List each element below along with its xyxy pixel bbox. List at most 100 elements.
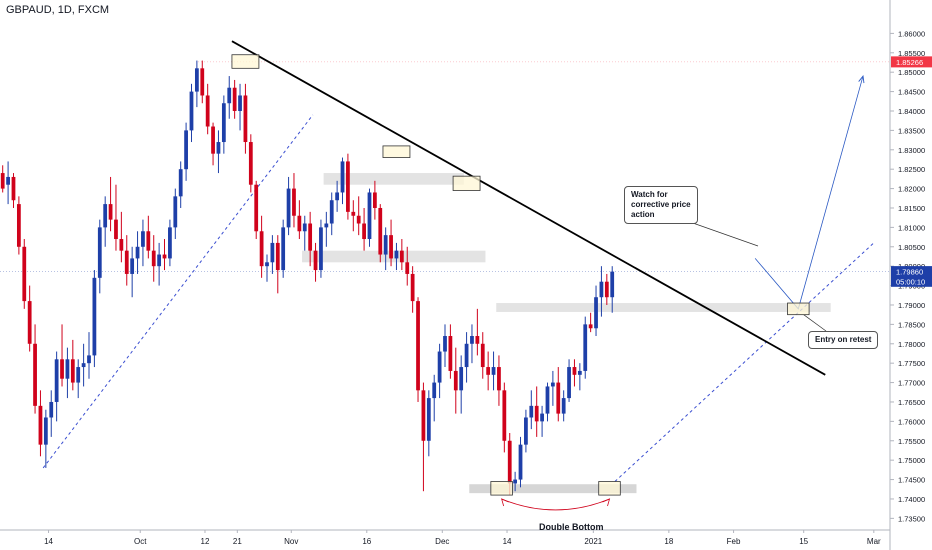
candle[interactable] bbox=[87, 332, 91, 379]
candle[interactable] bbox=[313, 242, 318, 282]
candle[interactable] bbox=[119, 211, 124, 263]
candle[interactable] bbox=[577, 363, 582, 391]
candle[interactable] bbox=[453, 347, 458, 414]
candle[interactable] bbox=[502, 382, 507, 453]
highlight-box[interactable] bbox=[598, 481, 621, 496]
candle[interactable] bbox=[135, 231, 140, 274]
candle[interactable] bbox=[556, 367, 561, 422]
candle[interactable] bbox=[340, 157, 345, 205]
candle[interactable] bbox=[11, 173, 16, 208]
highlight-box[interactable] bbox=[382, 145, 411, 158]
candle[interactable] bbox=[124, 235, 129, 286]
candle[interactable] bbox=[416, 297, 420, 402]
candle[interactable] bbox=[486, 351, 491, 391]
candle[interactable] bbox=[534, 386, 539, 437]
support-trendline[interactable] bbox=[614, 242, 875, 482]
candle[interactable] bbox=[399, 239, 404, 271]
candle[interactable] bbox=[362, 207, 366, 251]
candle[interactable] bbox=[383, 227, 388, 271]
candle[interactable] bbox=[599, 266, 604, 317]
candle[interactable] bbox=[610, 266, 615, 313]
candle[interactable] bbox=[27, 285, 32, 352]
candle[interactable] bbox=[16, 196, 21, 255]
candle[interactable] bbox=[475, 308, 480, 356]
candle[interactable] bbox=[372, 180, 377, 220]
candle[interactable] bbox=[583, 316, 588, 379]
candle[interactable] bbox=[108, 176, 113, 232]
candle[interactable] bbox=[324, 211, 329, 247]
candle[interactable] bbox=[254, 180, 259, 240]
projection-path[interactable] bbox=[754, 75, 864, 310]
highlight-box[interactable] bbox=[231, 54, 260, 69]
candle[interactable] bbox=[173, 188, 178, 240]
candle[interactable] bbox=[588, 312, 593, 333]
candle[interactable] bbox=[378, 204, 383, 263]
candle[interactable] bbox=[421, 382, 426, 492]
candle[interactable] bbox=[405, 246, 410, 286]
candle[interactable] bbox=[524, 409, 528, 453]
candle[interactable] bbox=[286, 176, 291, 236]
candle[interactable] bbox=[410, 266, 415, 313]
candle[interactable] bbox=[0, 165, 5, 193]
candle[interactable] bbox=[292, 173, 296, 228]
candle[interactable] bbox=[480, 332, 485, 379]
candle[interactable] bbox=[65, 347, 70, 399]
candle[interactable] bbox=[114, 184, 118, 251]
candle[interactable] bbox=[151, 235, 156, 282]
candle[interactable] bbox=[497, 355, 501, 406]
candle[interactable] bbox=[443, 324, 447, 368]
candle[interactable] bbox=[513, 471, 518, 492]
candle[interactable] bbox=[162, 239, 167, 271]
candle[interactable] bbox=[184, 122, 188, 181]
candle[interactable] bbox=[194, 60, 199, 108]
candle[interactable] bbox=[146, 215, 151, 259]
candle[interactable] bbox=[572, 359, 577, 387]
highlight-box[interactable] bbox=[787, 302, 810, 316]
candle[interactable] bbox=[248, 134, 253, 193]
candle[interactable] bbox=[211, 122, 215, 166]
candle[interactable] bbox=[49, 390, 54, 437]
candle[interactable] bbox=[259, 215, 264, 278]
candle[interactable] bbox=[356, 196, 361, 236]
resistance-trendline[interactable] bbox=[231, 40, 826, 376]
candle[interactable] bbox=[76, 359, 81, 399]
candle[interactable] bbox=[92, 270, 97, 368]
candle[interactable] bbox=[70, 339, 75, 391]
candle[interactable] bbox=[389, 219, 393, 267]
candle[interactable] bbox=[33, 324, 37, 414]
candle[interactable] bbox=[6, 161, 10, 205]
candle[interactable] bbox=[550, 370, 555, 406]
candle[interactable] bbox=[60, 324, 64, 387]
candle[interactable] bbox=[394, 242, 399, 271]
candle[interactable] bbox=[567, 359, 571, 402]
candle[interactable] bbox=[168, 219, 172, 267]
candle[interactable] bbox=[130, 246, 135, 298]
candle[interactable] bbox=[459, 355, 464, 414]
candle[interactable] bbox=[265, 254, 269, 282]
candle[interactable] bbox=[178, 161, 183, 208]
candle[interactable] bbox=[329, 192, 334, 236]
candle[interactable] bbox=[464, 332, 469, 383]
candle[interactable] bbox=[367, 188, 372, 247]
candle[interactable] bbox=[319, 219, 323, 278]
highlight-box[interactable] bbox=[490, 481, 513, 496]
candle[interactable] bbox=[604, 273, 609, 305]
candle[interactable] bbox=[518, 436, 523, 488]
candle[interactable] bbox=[200, 60, 205, 104]
candle[interactable] bbox=[243, 83, 248, 154]
candle[interactable] bbox=[437, 343, 442, 399]
candle[interactable] bbox=[491, 351, 496, 391]
candle[interactable] bbox=[426, 390, 431, 457]
candle[interactable] bbox=[308, 211, 313, 267]
candle[interactable] bbox=[351, 200, 356, 232]
candle[interactable] bbox=[561, 390, 566, 422]
candle[interactable] bbox=[227, 76, 232, 119]
candle[interactable] bbox=[221, 95, 226, 154]
candle[interactable] bbox=[275, 235, 280, 294]
candle[interactable] bbox=[529, 390, 534, 430]
candle[interactable] bbox=[470, 324, 474, 364]
candle[interactable] bbox=[216, 130, 221, 174]
candle[interactable] bbox=[81, 343, 86, 387]
support-trendline[interactable] bbox=[42, 114, 314, 469]
candle[interactable] bbox=[205, 83, 210, 135]
